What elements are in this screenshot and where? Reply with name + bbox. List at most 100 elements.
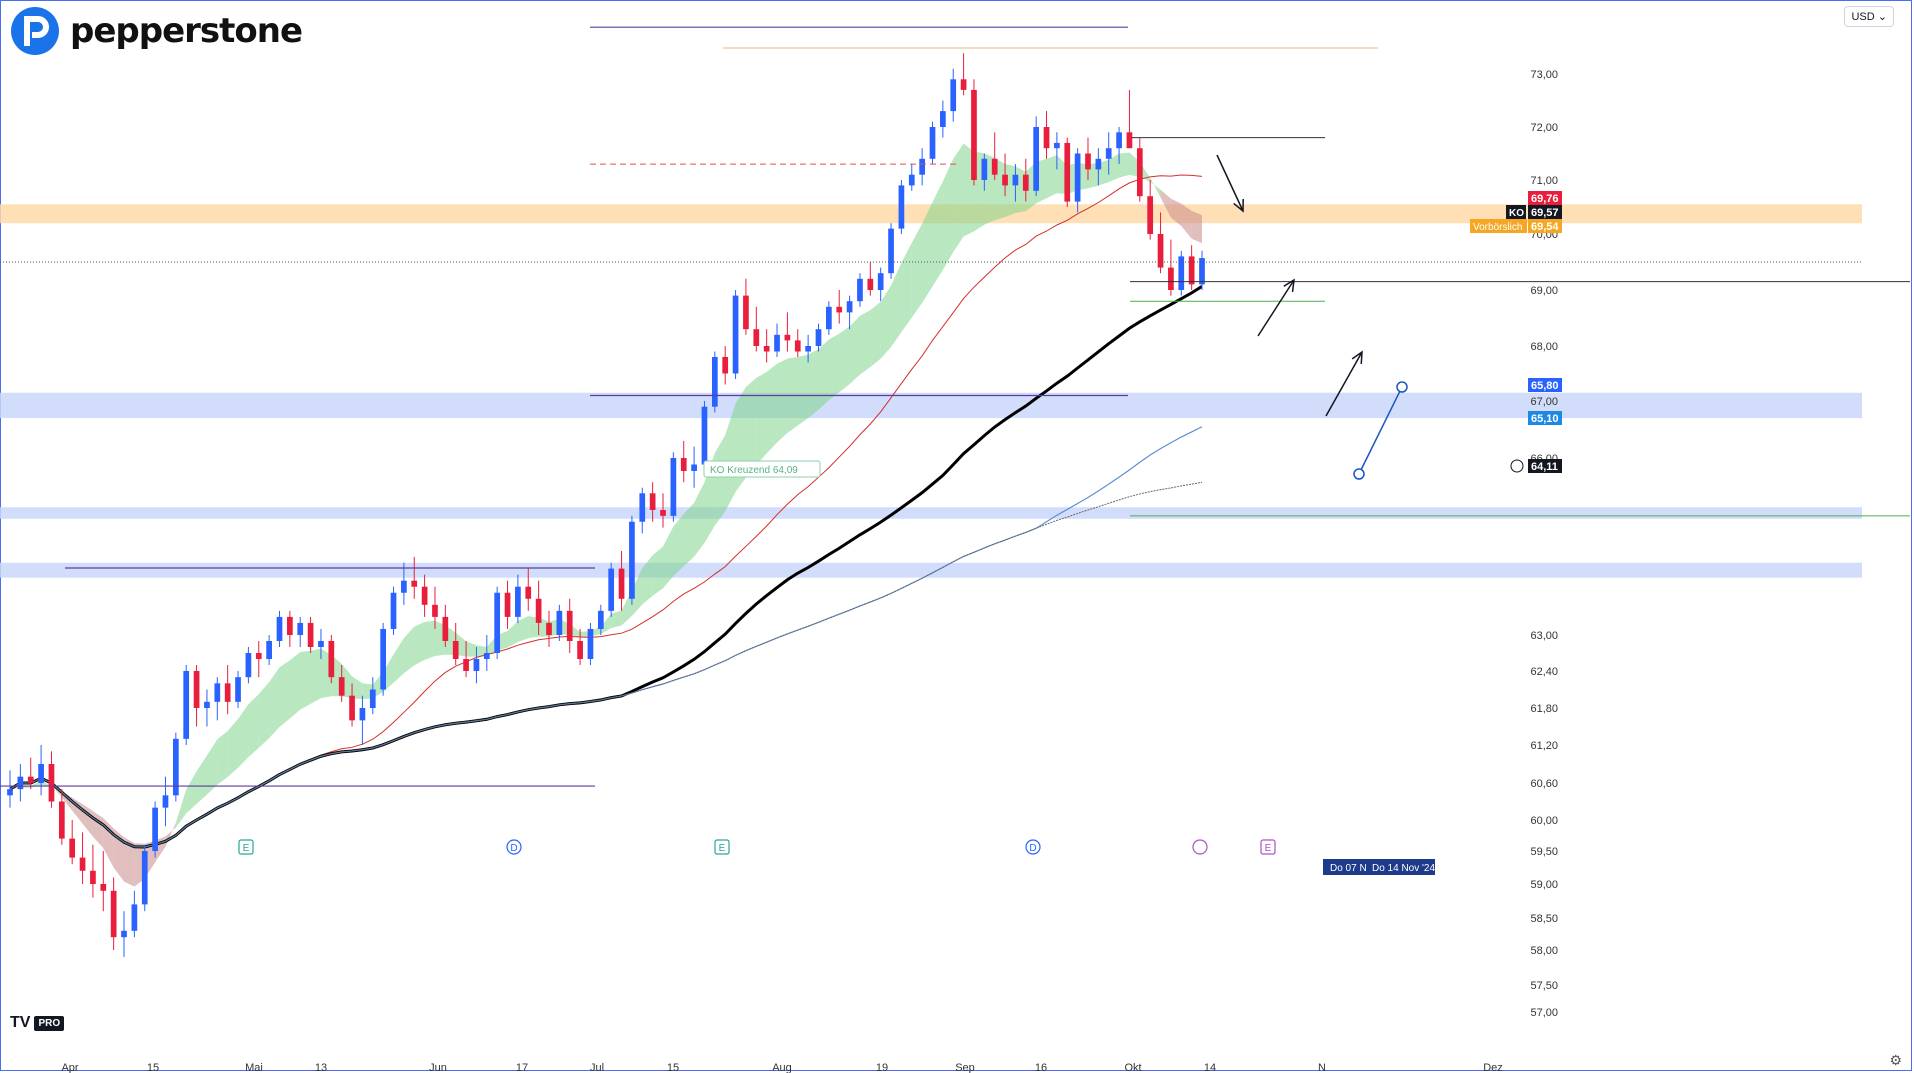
candle	[991, 132, 998, 180]
ema-ribbon-segment	[403, 626, 415, 674]
candle-body	[318, 641, 324, 647]
candle-body	[991, 158, 998, 175]
ema-ribbon-segment	[673, 513, 684, 577]
candle	[369, 677, 376, 715]
ema-ribbon-segment	[1046, 155, 1057, 199]
settings-gear-icon[interactable]: ⚙	[1889, 1052, 1902, 1068]
arrow-up-1-head	[1283, 278, 1295, 293]
candle	[908, 164, 915, 191]
candle-body	[1116, 132, 1122, 149]
ema-ribbon-segment	[1108, 153, 1120, 183]
candle	[214, 677, 221, 721]
prev-close-label-bg	[1470, 219, 1527, 233]
candle-body	[307, 622, 314, 647]
candle	[432, 586, 438, 629]
candle-body	[48, 764, 55, 802]
candle-body	[753, 329, 760, 346]
candle	[1054, 132, 1060, 170]
candle-body	[1095, 158, 1102, 170]
candle	[48, 751, 55, 808]
ema-ribbon-segment	[269, 667, 280, 739]
ema-ribbon-segment	[631, 568, 643, 616]
candle-body	[587, 628, 594, 659]
x-tick-label: 16	[1035, 1062, 1047, 1073]
candle	[1002, 153, 1008, 197]
candle-body	[369, 689, 376, 708]
candle	[349, 683, 355, 727]
ema-ribbon-segment	[300, 650, 311, 710]
candle-body	[1012, 174, 1019, 186]
candle	[722, 346, 729, 385]
candle	[1116, 127, 1122, 165]
candle-body	[1188, 256, 1195, 285]
candle	[318, 628, 324, 659]
candle	[7, 770, 13, 808]
date-range-end: Do 14 Nov '24	[1372, 863, 1435, 874]
candle-body	[546, 622, 552, 635]
event-marker-letter: E	[719, 843, 726, 854]
y-tick-label: 61,20	[1530, 740, 1558, 752]
candle-body	[908, 174, 915, 186]
candle	[266, 635, 272, 665]
candle-body	[1168, 267, 1174, 290]
candle-body	[1199, 258, 1205, 285]
ema-ribbon-segment	[1181, 203, 1192, 239]
candle	[1095, 148, 1102, 186]
candle	[525, 568, 532, 611]
candle	[121, 911, 127, 957]
price-tag-level-2-bg	[1528, 411, 1562, 425]
candle	[836, 290, 843, 324]
candle	[774, 323, 780, 357]
candle-body	[1178, 256, 1185, 290]
candle	[452, 622, 459, 665]
candle	[660, 493, 666, 528]
ema-ribbon-segment	[352, 676, 363, 700]
y-tick-label: 60,60	[1530, 778, 1558, 790]
price-tag-prev-close: 69,54	[1531, 221, 1559, 233]
ema-ribbon-segment	[766, 363, 778, 454]
ema-ribbon-segment	[942, 158, 954, 270]
candle	[826, 301, 832, 335]
y-tick-label: 69,00	[1530, 285, 1558, 297]
event-marker-letter: E	[1265, 843, 1272, 854]
candle-body	[639, 493, 646, 522]
candle	[380, 622, 386, 696]
candle-body	[235, 677, 241, 702]
ema-ribbon-segment	[217, 730, 228, 785]
candle	[805, 334, 811, 363]
candle	[877, 267, 884, 302]
candle-body	[131, 904, 138, 931]
ema-ribbon-segment	[124, 837, 135, 887]
ema-ribbon-segment	[206, 739, 218, 795]
candle	[929, 121, 936, 165]
candle-body	[79, 857, 86, 871]
y-tick-label: 67,00	[1530, 396, 1558, 408]
candle-body	[473, 659, 480, 671]
candle-body	[297, 622, 304, 635]
x-tick-label: 14	[1204, 1062, 1216, 1073]
candle	[1033, 116, 1040, 197]
brand-logo: pepperstone	[10, 6, 303, 56]
candle-body	[245, 653, 252, 678]
ema-ribbon-segment	[507, 621, 518, 648]
candle-body	[711, 357, 718, 407]
ema-ribbon-segment	[911, 223, 923, 318]
ema-ribbon-segment	[466, 641, 477, 657]
y-tick-label: 57,50	[1530, 980, 1558, 992]
candle	[235, 671, 241, 708]
ema-ribbon-segment	[165, 822, 176, 847]
candle-body	[27, 776, 34, 783]
ema-ribbon-segment	[953, 143, 964, 252]
candle	[1157, 212, 1164, 274]
candle-body	[411, 580, 418, 587]
candle	[888, 223, 894, 279]
candle	[546, 610, 552, 647]
candle	[131, 890, 138, 938]
tradingview-logo[interactable]: TV PRO	[10, 1014, 65, 1032]
projection-line	[1358, 386, 1403, 475]
currency-selector[interactable]: USD ⌄	[1844, 6, 1894, 27]
candle-body	[38, 764, 44, 783]
candle-body	[193, 671, 200, 708]
candle	[919, 148, 925, 186]
